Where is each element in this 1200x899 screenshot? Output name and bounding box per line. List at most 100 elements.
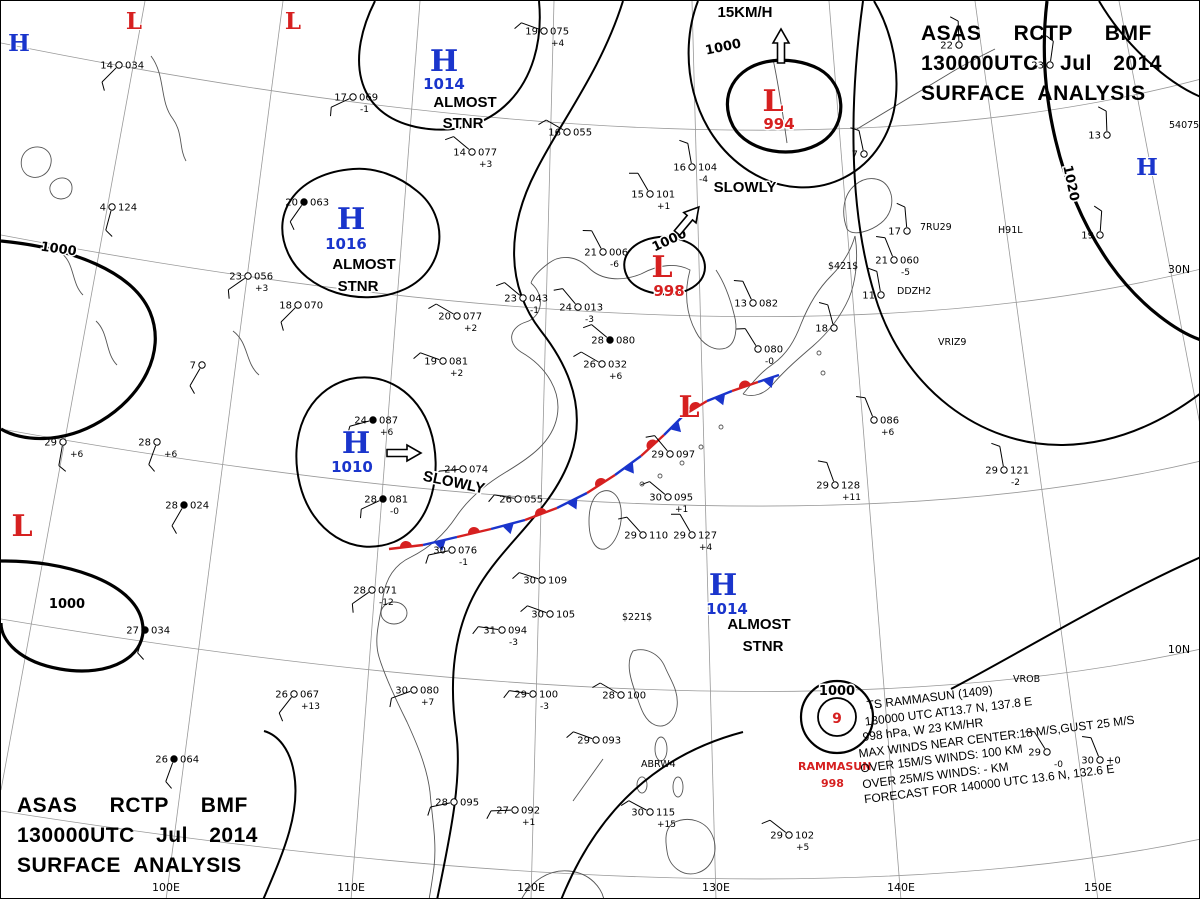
station-temp: 30 <box>1081 756 1094 767</box>
station-pressure: 067 <box>300 690 319 701</box>
coast-japan-west <box>742 235 856 395</box>
wind-barb-tick <box>428 303 437 309</box>
storm-pressure-label: 998 <box>821 777 844 790</box>
station-pressure: 095 <box>674 493 693 504</box>
grid-label: 120E <box>517 881 545 894</box>
coastlines <box>20 48 996 898</box>
station-tendency: +1 <box>675 505 688 515</box>
wind-barb-tick <box>427 806 432 816</box>
pressure-center-symbol: L <box>762 84 783 119</box>
wind-barb <box>626 516 641 533</box>
coast-ryukyu-island <box>679 460 685 466</box>
station-temp: 29 <box>816 481 829 492</box>
station-temp: 20 <box>285 198 298 209</box>
station-circle <box>153 438 161 446</box>
station-plot: 23 043-1 <box>495 282 548 316</box>
chart-type: SURFACE ANALYSIS <box>17 854 242 877</box>
station-circle <box>830 324 838 332</box>
station-temp: 31 <box>483 626 496 637</box>
station-tendency: +3 <box>479 160 492 170</box>
wind-barb <box>999 446 1004 467</box>
coast-ryukyu-island <box>657 473 663 479</box>
warm-front-marker <box>595 478 607 488</box>
stationary-front <box>388 373 780 551</box>
river-line <box>232 330 260 376</box>
station-plot: 21 006-6 <box>582 230 628 270</box>
station-temp: 17 <box>888 227 901 238</box>
station-id: ABRW4 <box>641 759 676 770</box>
station-tendency: -0 <box>390 507 399 517</box>
station-temp: 30 <box>523 576 536 587</box>
station-plot: 16 104-4 <box>673 139 717 185</box>
station-circle <box>244 272 252 280</box>
station-pressure: 080 <box>420 686 439 697</box>
meridian-line <box>165 1 284 898</box>
wind-barb-tick <box>512 572 520 579</box>
station-plot: 28 071-12 <box>351 586 397 613</box>
isobar-label: 1020 <box>1059 164 1081 203</box>
station-circle <box>379 495 387 503</box>
wind-barb <box>1105 110 1108 132</box>
wind-barb-tick <box>620 800 630 806</box>
station-plot: 26 067+13 <box>275 690 320 722</box>
station-plot: 7 <box>850 127 868 161</box>
station-pressure: 032 <box>608 360 627 371</box>
station-circle <box>599 248 607 256</box>
wind-barb-tick <box>434 470 440 480</box>
wind-barb-tick <box>573 351 582 357</box>
cold-front-marker <box>623 461 634 474</box>
river-line <box>95 320 118 366</box>
station-plot: 24 074 <box>434 465 488 480</box>
wind-barb-tick <box>896 202 906 208</box>
station-circle <box>749 299 757 307</box>
pressure-center-symbol: H <box>337 202 365 237</box>
wind-barb <box>478 626 499 630</box>
station-pressure: 064 <box>180 755 199 766</box>
wind-barb <box>826 462 835 482</box>
station-plot: 19 081+2 <box>413 352 468 379</box>
wind-barb <box>562 288 576 305</box>
motion-label: ALMOST <box>727 616 790 633</box>
station-temp: 13 <box>734 299 747 310</box>
pressure-center-symbol: L <box>678 390 699 425</box>
inland-lake <box>49 177 73 200</box>
station-plot: 28 095 <box>427 798 479 816</box>
station-temp: 30 <box>531 610 544 621</box>
station-circle <box>540 27 548 35</box>
station-circle <box>453 312 461 320</box>
grid-label: 110E <box>337 881 365 894</box>
storm-inner-ring <box>817 697 857 737</box>
station-plot: 19 <box>1081 205 1104 242</box>
motion-label: SLOWLY <box>714 179 777 196</box>
station-plot: 21 060-5 <box>875 236 919 278</box>
station-plot: 30 080+7 <box>389 686 439 708</box>
coast-ryukyu-island <box>718 424 724 430</box>
pressure-center-symbol: H <box>8 30 30 57</box>
wind-barb-tick <box>351 603 354 613</box>
station-circle <box>860 150 868 158</box>
storm-ring-pressure-label: 1000 <box>819 684 855 699</box>
wind-barb-tick <box>101 81 105 91</box>
station-circle <box>180 501 188 509</box>
station-circle <box>115 61 123 69</box>
product-id: ASAS RCTP BMF <box>921 22 1152 45</box>
wind-barb-tick <box>520 605 528 612</box>
wind-barb <box>742 281 752 300</box>
station-pressure: 101 <box>656 190 675 201</box>
wind-barb-tick <box>1097 106 1107 112</box>
station-temp: 21 <box>584 248 597 259</box>
station-temp: 7 <box>190 361 196 372</box>
station-temp: 28 <box>591 336 604 347</box>
station-id: 54075 <box>1169 120 1199 131</box>
station-temp: 17 <box>334 93 347 104</box>
wind-barb <box>884 237 893 257</box>
wind-barb <box>827 304 834 325</box>
wind-barb <box>580 351 599 363</box>
station-tendency: +5 <box>796 843 809 853</box>
station-circle <box>448 546 456 554</box>
motion-label: ALMOST <box>433 94 496 111</box>
movement-arrow-icon <box>673 205 700 237</box>
storm-outer-ring <box>799 679 875 755</box>
motion-label: STNR <box>743 638 784 655</box>
station-plot: 080-0 <box>736 328 783 367</box>
